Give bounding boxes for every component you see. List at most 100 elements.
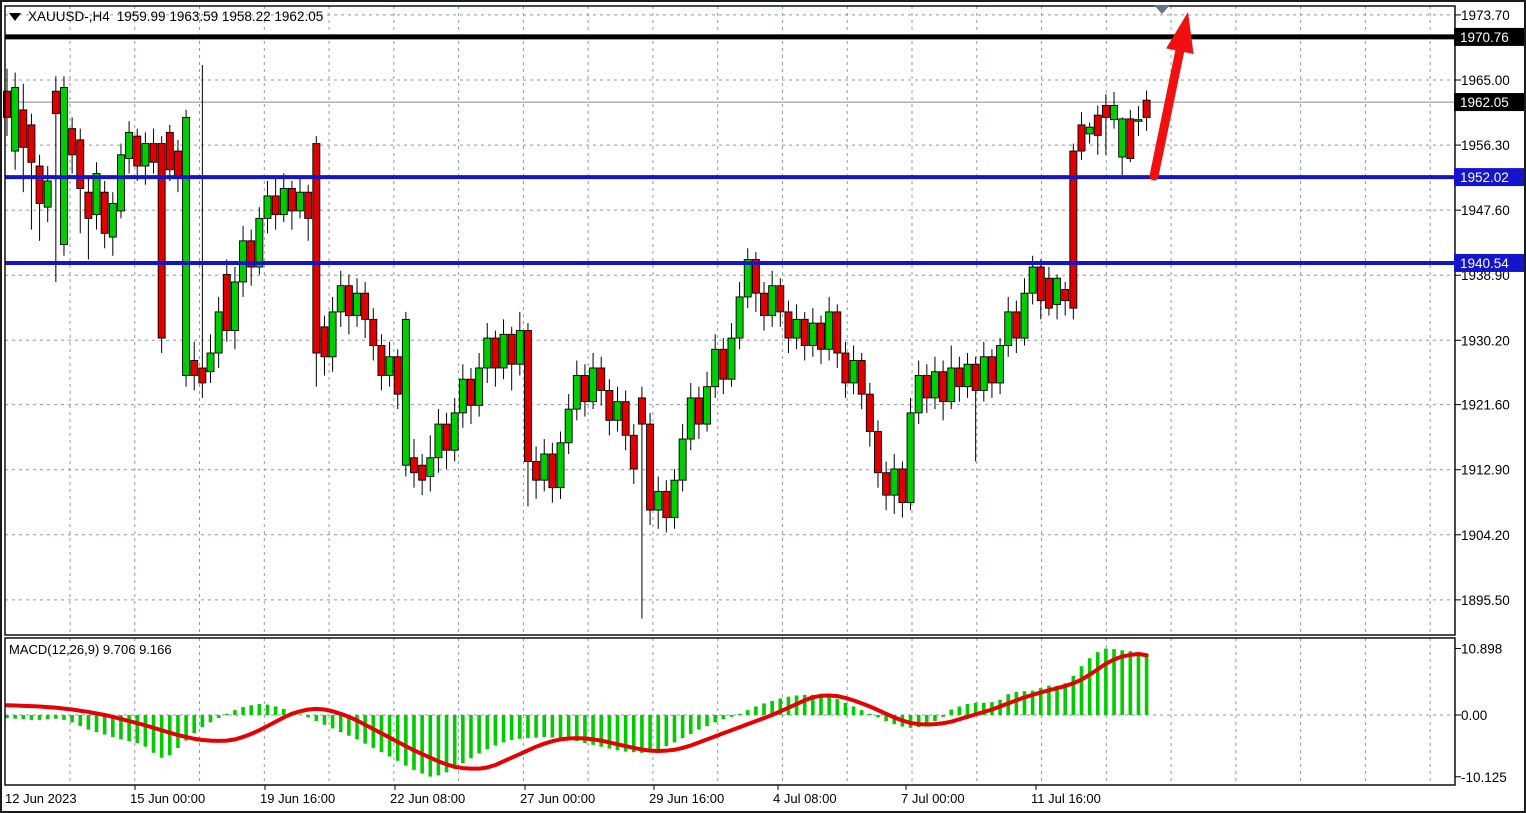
candlestick xyxy=(369,318,378,346)
macd-histogram-bar xyxy=(664,715,669,747)
macd-histogram-bar xyxy=(355,715,359,740)
candlestick xyxy=(76,139,85,189)
macd-histogram-bar xyxy=(737,713,742,715)
ohlc-values: 1959.99 1963.59 1958.22 1962.05 xyxy=(116,9,324,24)
candlestick xyxy=(1134,119,1143,122)
price-axis-label: 1912.90 xyxy=(1461,463,1510,478)
macd-histogram-bar xyxy=(159,715,164,758)
candlestick xyxy=(255,217,264,268)
macd-histogram-bar xyxy=(933,715,937,722)
candlestick xyxy=(532,461,541,481)
macd-histogram-bar xyxy=(168,715,172,756)
candlestick xyxy=(312,143,321,354)
candlestick xyxy=(458,378,467,414)
macd-histogram-bar xyxy=(249,705,253,715)
candlestick xyxy=(947,367,956,403)
support2-price-badge xyxy=(1454,253,1524,272)
macd-histogram-bar xyxy=(395,715,400,761)
macd-histogram-bar xyxy=(257,704,262,715)
main-pane-frame xyxy=(4,5,1456,636)
candlestick xyxy=(68,128,77,156)
macd-histogram-bar xyxy=(1063,683,1067,715)
candlestick xyxy=(84,191,93,219)
price-axis-label: 1895.50 xyxy=(1461,593,1510,608)
candlestick xyxy=(808,322,817,346)
candlestick xyxy=(621,401,630,436)
price-axis-label: 1904.20 xyxy=(1461,528,1510,543)
macd-histogram-bar xyxy=(1104,648,1108,715)
candlestick xyxy=(149,143,158,163)
candlestick xyxy=(125,131,134,159)
candlestick xyxy=(214,311,223,354)
candlestick xyxy=(92,173,101,216)
candlestick xyxy=(35,165,44,204)
macd-histogram-bar xyxy=(241,707,245,715)
macd-histogram-bar xyxy=(436,715,441,776)
macd-histogram-bar xyxy=(868,713,872,715)
macd-histogram-bar xyxy=(835,699,840,715)
macd-histogram-bar xyxy=(648,715,652,752)
macd-histogram-bar xyxy=(754,706,758,715)
candlestick xyxy=(11,87,20,152)
price-axis-label: 1965.00 xyxy=(1461,73,1510,88)
macd-histogram-bar xyxy=(542,715,547,737)
candlestick xyxy=(613,401,622,421)
macd-histogram-bar xyxy=(827,696,831,715)
candlestick xyxy=(1069,150,1078,309)
candlestick xyxy=(931,371,939,399)
macd-histogram-bar xyxy=(314,715,319,722)
timeline-marker-icon[interactable] xyxy=(1154,5,1170,14)
candlestick xyxy=(768,285,777,317)
candlestick xyxy=(222,274,231,332)
candlestick xyxy=(548,453,557,489)
candlestick xyxy=(817,322,825,350)
projection-arrow-shaft[interactable] xyxy=(1149,45,1185,181)
candlestick xyxy=(580,375,589,403)
candlestick xyxy=(678,438,687,481)
macd-histogram-bar xyxy=(550,715,555,738)
candlestick xyxy=(182,116,191,376)
macd-histogram-bar xyxy=(233,710,237,715)
candlestick xyxy=(719,348,728,380)
candlestick xyxy=(874,431,882,474)
macd-histogram-bar xyxy=(176,715,180,748)
macd-histogram-bar xyxy=(452,715,457,769)
macd-histogram-bar xyxy=(371,715,376,748)
candlestick xyxy=(263,195,272,219)
time-axis-label: 4 Jul 08:00 xyxy=(773,791,837,806)
time-axis-label: 11 Jul 16:00 xyxy=(1031,791,1101,806)
time-axis-label: 15 Jun 00:00 xyxy=(130,791,205,806)
candlestick xyxy=(491,337,500,369)
candlestick xyxy=(385,356,394,376)
candlestick xyxy=(434,423,443,459)
candlestick xyxy=(841,352,850,384)
time-axis-label: 27 Jun 00:00 xyxy=(520,791,595,806)
price-axis-label: 1947.60 xyxy=(1461,203,1510,218)
candlestick xyxy=(206,352,215,373)
macd-axis-label: -10.125 xyxy=(1461,770,1507,785)
macd-histogram-bar xyxy=(135,715,140,744)
macd-histogram-bar xyxy=(1014,691,1019,715)
candlestick xyxy=(271,195,280,216)
candlestick xyxy=(1036,266,1045,302)
time-axis-label: 19 Jun 16:00 xyxy=(260,791,335,806)
candlestick xyxy=(401,318,410,466)
macd-histogram-bar xyxy=(680,715,685,739)
candlestick xyxy=(507,333,516,365)
candlestick xyxy=(361,292,370,320)
macd-histogram-bar xyxy=(640,715,644,753)
macd-histogram-bar xyxy=(477,715,481,754)
projection-arrow-head[interactable] xyxy=(1166,12,1194,55)
candlestick xyxy=(100,191,109,234)
macd-histogram-bar xyxy=(1079,666,1084,715)
macd-histogram-bar xyxy=(37,715,42,720)
macd-histogram-bar xyxy=(884,715,888,722)
macd-indicator-label: MACD(12,26,9) 9.706 9.166 xyxy=(9,642,172,657)
macd-histogram-bar xyxy=(688,715,693,734)
macd-axis-label: 0.00 xyxy=(1461,708,1487,723)
symbol-dropdown-icon[interactable] xyxy=(9,12,21,21)
macd-histogram-bar xyxy=(119,715,123,740)
macd-histogram-bar xyxy=(1095,652,1100,715)
candlestick xyxy=(686,397,695,440)
